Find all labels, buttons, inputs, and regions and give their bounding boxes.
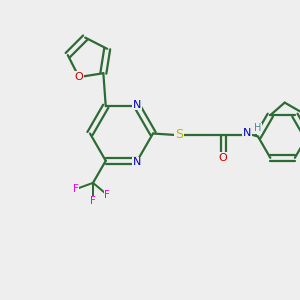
Text: N: N [133,100,141,110]
Text: H: H [254,123,261,134]
Text: F: F [90,196,96,206]
Text: S: S [175,128,183,142]
Text: N: N [243,128,251,139]
Text: O: O [75,72,83,82]
Text: O: O [219,153,228,163]
Text: F: F [73,184,79,194]
Text: F: F [104,190,110,200]
Text: N: N [133,157,141,167]
